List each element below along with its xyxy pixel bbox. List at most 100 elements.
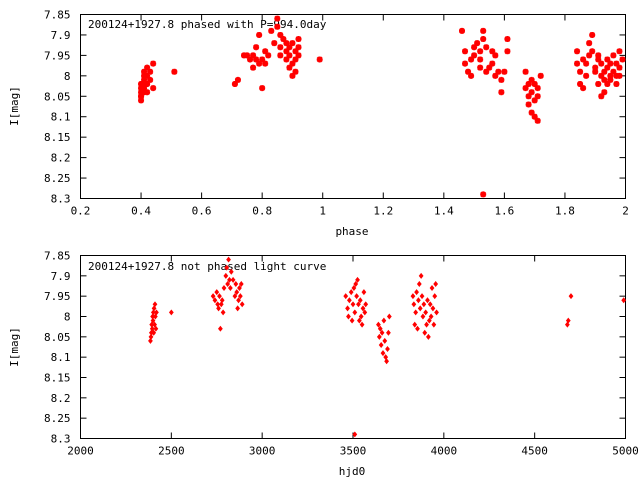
data-point — [480, 27, 487, 34]
x-tick-label: 0.4 — [131, 205, 151, 218]
data-point — [227, 285, 233, 292]
data-point — [480, 36, 487, 43]
x-tick-label: 4000 — [431, 445, 458, 458]
data-point — [149, 325, 155, 332]
data-point — [154, 309, 159, 316]
data-point — [414, 289, 419, 296]
data-point — [144, 72, 151, 79]
data-point — [531, 81, 538, 88]
data-point — [277, 52, 284, 59]
data-point — [504, 36, 511, 43]
data-point — [148, 337, 153, 344]
data-point — [356, 301, 361, 308]
plot-frame — [80, 255, 626, 439]
data-point — [262, 60, 269, 67]
data-point — [352, 431, 358, 438]
data-point — [492, 52, 499, 59]
y-tick-label: 8.1 — [51, 351, 71, 364]
data-point — [354, 293, 360, 300]
x-tick-label: 3500 — [340, 445, 367, 458]
data-point — [462, 60, 469, 67]
data-point — [378, 341, 384, 348]
chart-title: 200124+1927.8 phased with P=994.0day — [88, 18, 327, 31]
data-point — [432, 293, 438, 300]
data-point — [598, 93, 605, 100]
data-point — [283, 56, 290, 63]
x-tick-label: 2500 — [158, 445, 185, 458]
data-point — [616, 48, 623, 55]
data-point — [358, 313, 364, 320]
data-point — [253, 44, 260, 51]
x-tick-label: 0.8 — [252, 205, 272, 218]
data-point — [141, 85, 148, 92]
data-point — [577, 68, 584, 75]
data-point — [346, 297, 352, 304]
data-point — [216, 305, 221, 312]
data-point — [295, 52, 302, 59]
data-point — [574, 60, 581, 67]
data-point — [147, 68, 154, 75]
data-point — [138, 85, 145, 92]
data-point — [486, 64, 493, 71]
data-point — [168, 309, 174, 316]
y-tick-label: 7.85 — [44, 250, 71, 263]
data-point — [598, 72, 605, 79]
data-point — [350, 301, 356, 308]
data-point — [528, 76, 535, 83]
x-tick-label: 3000 — [249, 445, 276, 458]
data-point — [417, 305, 423, 312]
data-point — [427, 301, 433, 308]
data-point — [233, 280, 239, 287]
data-point — [295, 44, 302, 51]
data-point — [430, 305, 436, 312]
data-point — [351, 285, 357, 292]
data-point — [418, 272, 424, 279]
data-point — [531, 113, 538, 120]
data-point — [580, 56, 587, 63]
chart-title: 200124+1927.8 not phased light curve — [88, 260, 326, 273]
data-point — [411, 301, 417, 308]
data-point — [607, 60, 614, 67]
data-point — [236, 297, 241, 304]
data-point — [283, 48, 290, 55]
data-point — [386, 329, 391, 336]
data-point — [477, 64, 484, 71]
data-point — [292, 56, 299, 63]
data-point — [422, 329, 428, 336]
data-point — [428, 313, 434, 320]
data-point — [619, 56, 626, 63]
data-points — [148, 256, 627, 438]
data-point — [386, 313, 392, 320]
data-point — [259, 85, 266, 92]
data-point — [277, 44, 284, 51]
data-point — [601, 68, 608, 75]
data-point — [531, 97, 538, 104]
x-tick-label: 1 — [319, 205, 326, 218]
data-point — [219, 297, 225, 304]
data-point — [607, 72, 614, 79]
data-point — [468, 56, 475, 63]
data-point — [431, 321, 437, 328]
data-point — [268, 27, 275, 34]
data-point — [138, 89, 145, 96]
data-point — [147, 76, 154, 83]
data-point — [220, 309, 226, 316]
data-point — [379, 329, 385, 336]
data-point — [489, 60, 496, 67]
data-point — [295, 36, 302, 43]
data-point — [415, 325, 420, 332]
x-tick-label: 1.8 — [555, 205, 575, 218]
data-point — [522, 68, 529, 75]
data-point — [419, 293, 425, 300]
data-point — [568, 293, 574, 300]
data-point — [420, 313, 426, 320]
data-point — [247, 56, 254, 63]
data-point — [586, 40, 593, 47]
x-axis-label: hjd0 — [339, 465, 366, 478]
y-tick-label: 7.85 — [44, 9, 71, 22]
data-point — [152, 301, 158, 308]
data-point — [380, 350, 386, 357]
data-point — [601, 89, 608, 96]
x-tick-label: 4500 — [521, 445, 548, 458]
y-tick-label: 7.95 — [44, 49, 71, 62]
